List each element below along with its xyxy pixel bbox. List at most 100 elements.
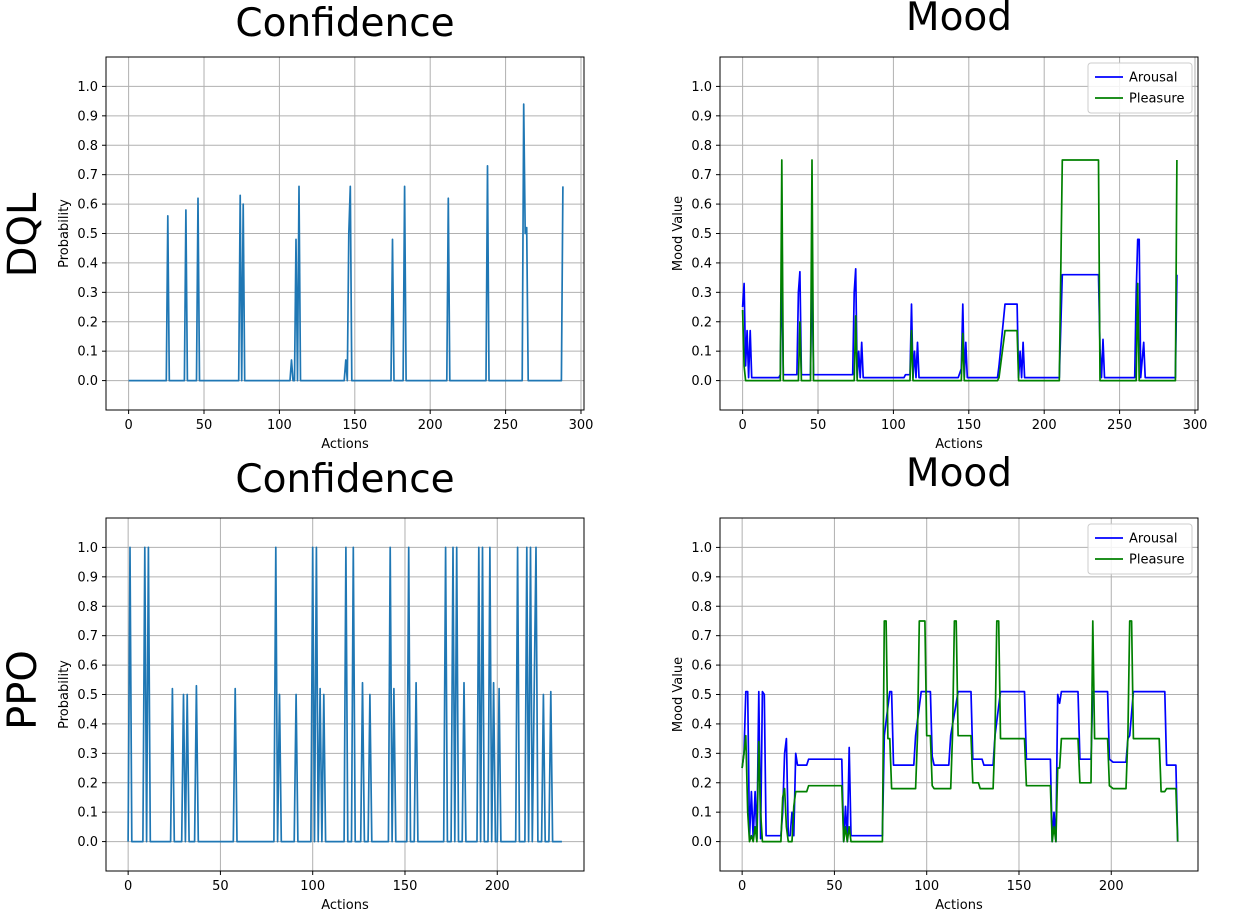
- y-tick-label: 0.2: [691, 315, 712, 330]
- y-tick-label: 0.2: [77, 315, 98, 330]
- y-tick-label: 0.3: [691, 747, 712, 762]
- x-tick-label: 150: [1007, 879, 1032, 894]
- y-tick-label: 0.1: [691, 806, 712, 821]
- y-tick-label: 0.4: [691, 256, 712, 271]
- y-tick-label: 0.8: [77, 600, 98, 615]
- y-tick-label: 1.0: [77, 541, 98, 556]
- legend: Arousal Pleasure: [1087, 62, 1193, 114]
- x-tick-label: 300: [1183, 418, 1208, 433]
- legend-label: Arousal: [1129, 71, 1178, 86]
- series-line-arousal: [741, 238, 1178, 379]
- x-tick-label: 0: [738, 879, 746, 894]
- series-line-pleasure: [741, 620, 1179, 843]
- x-tick-label: 150: [956, 418, 981, 433]
- y-tick-label: 1.0: [691, 80, 712, 95]
- y-tick-label: 0.9: [77, 109, 98, 124]
- y-tick-label: 1.0: [77, 80, 98, 95]
- series-line-pleasure: [741, 159, 1178, 382]
- x-tick-label: 0: [738, 418, 746, 433]
- x-tick-label: 50: [810, 418, 827, 433]
- y-tick-label: 0.5: [691, 688, 712, 703]
- y-tick-label: 0.7: [77, 629, 98, 644]
- y-tick-label: 0.1: [691, 345, 712, 360]
- y-axis-label: Mood Value: [671, 196, 686, 271]
- series-line-probability: [128, 103, 564, 382]
- y-axis-label: Probability: [57, 660, 72, 729]
- y-tick-label: 0.9: [691, 570, 712, 585]
- y-tick-label: 1.0: [691, 541, 712, 556]
- chart-title: Confidence: [235, 1, 454, 46]
- x-tick-label: 100: [267, 418, 292, 433]
- y-tick-label: 0.5: [691, 227, 712, 242]
- y-tick-label: 0.9: [77, 570, 98, 585]
- y-tick-label: 0.2: [77, 776, 98, 791]
- chart-panel-0: 0 50 100 150 200 250 300 0.0 0.1 0.2 0.3 0.4 0.5 0.6 0…: [57, 1, 593, 452]
- chart-panel-1: 0 50 100 150 200 250 300 0.0 0.1 0.2 0.3 0.4 0.5 0.6 0…: [671, 0, 1207, 452]
- y-tick-label: 0.0: [691, 374, 712, 389]
- x-tick-label: 150: [342, 418, 367, 433]
- x-tick-label: 250: [1107, 418, 1132, 433]
- x-tick-label: 100: [881, 418, 906, 433]
- y-tick-label: 0.5: [77, 688, 98, 703]
- legend: Arousal Pleasure: [1087, 523, 1193, 575]
- x-tick-label: 200: [485, 879, 510, 894]
- x-axis-label: Actions: [321, 898, 369, 913]
- x-tick-label: 200: [418, 418, 443, 433]
- row-label-dql: DQL: [0, 192, 46, 277]
- x-tick-label: 50: [196, 418, 213, 433]
- y-tick-label: 0.8: [77, 139, 98, 154]
- y-tick-label: 0.4: [77, 717, 98, 732]
- chart-title: Mood: [906, 0, 1012, 40]
- legend-label: Pleasure: [1129, 553, 1185, 568]
- legend-label: Arousal: [1129, 532, 1178, 547]
- y-tick-label: 0.6: [77, 198, 98, 213]
- y-tick-label: 0.4: [691, 717, 712, 732]
- row-label-ppo: PPO: [0, 650, 46, 730]
- y-tick-label: 0.9: [691, 109, 712, 124]
- y-tick-label: 0.5: [77, 227, 98, 242]
- legend-box: [1087, 62, 1193, 114]
- y-tick-label: 0.2: [691, 776, 712, 791]
- x-axis-label: Actions: [935, 437, 983, 452]
- x-tick-label: 200: [1099, 879, 1124, 894]
- x-tick-label: 300: [569, 418, 594, 433]
- y-tick-label: 0.6: [691, 198, 712, 213]
- x-tick-label: 50: [212, 879, 229, 894]
- y-tick-label: 0.1: [77, 345, 98, 360]
- x-tick-label: 150: [393, 879, 418, 894]
- x-axis-label: Actions: [935, 898, 983, 913]
- series-line-arousal: [741, 690, 1179, 843]
- y-tick-label: 0.3: [77, 747, 98, 762]
- y-tick-label: 0.7: [691, 168, 712, 183]
- y-tick-label: 0.4: [77, 256, 98, 271]
- y-tick-label: 0.0: [77, 835, 98, 850]
- chart-title: Mood: [906, 451, 1012, 496]
- series-line-probability: [127, 546, 562, 843]
- y-tick-label: 0.3: [77, 286, 98, 301]
- x-tick-label: 50: [826, 879, 843, 894]
- y-tick-label: 0.0: [77, 374, 98, 389]
- y-tick-label: 0.7: [77, 168, 98, 183]
- y-tick-label: 0.6: [77, 659, 98, 674]
- y-tick-label: 0.8: [691, 139, 712, 154]
- x-tick-label: 0: [124, 879, 132, 894]
- y-tick-label: 0.7: [691, 629, 712, 644]
- y-tick-label: 0.1: [77, 806, 98, 821]
- legend-label: Pleasure: [1129, 92, 1185, 107]
- x-tick-label: 100: [300, 879, 325, 894]
- y-tick-label: 0.6: [691, 659, 712, 674]
- x-tick-label: 100: [914, 879, 939, 894]
- y-tick-label: 0.8: [691, 600, 712, 615]
- chart-panel-3: 0 50 100 150 200 0.0 0.1 0.2 0.3 0.4 0.5 0.6 0.7 0.8 0…: [671, 451, 1199, 913]
- chart-title: Confidence: [235, 457, 454, 502]
- y-tick-label: 0.3: [691, 286, 712, 301]
- y-axis-label: Mood Value: [671, 657, 686, 732]
- legend-box: [1087, 523, 1193, 575]
- x-tick-label: 0: [124, 418, 132, 433]
- chart-panel-2: 0 50 100 150 200 0.0 0.1 0.2 0.3 0.4 0.5 0.6 0.7 0.8 0…: [57, 457, 585, 913]
- y-tick-label: 0.0: [691, 835, 712, 850]
- y-axis-label: Probability: [57, 199, 72, 268]
- x-axis-label: Actions: [321, 437, 369, 452]
- x-tick-label: 250: [493, 418, 518, 433]
